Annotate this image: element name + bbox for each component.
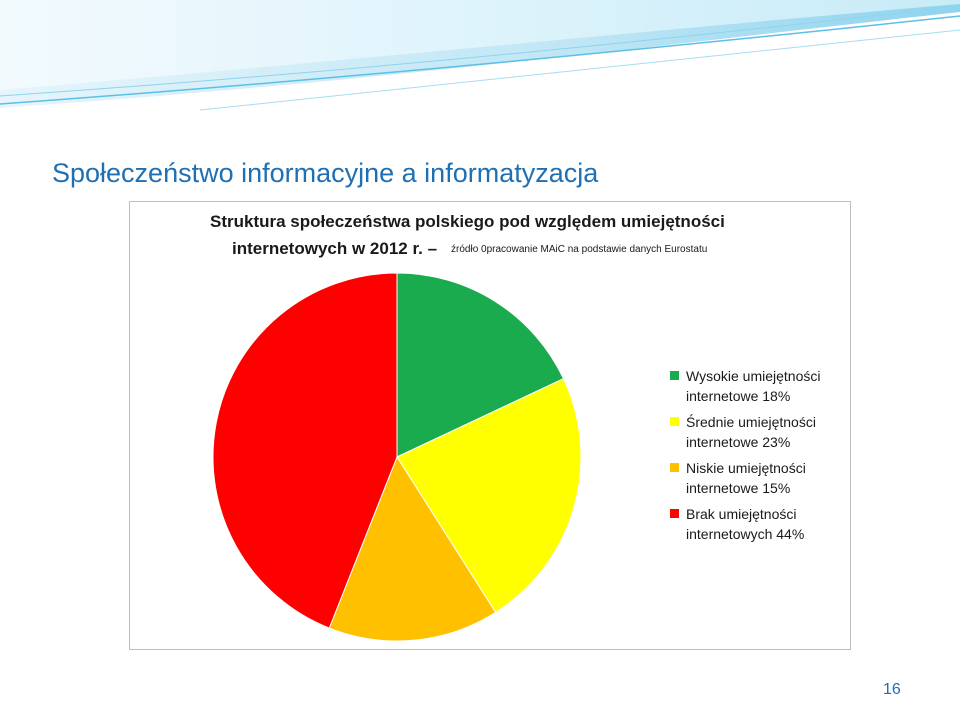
legend-swatch <box>670 463 679 472</box>
pie-slice-4 <box>212 272 398 629</box>
pie-slice-2 <box>396 377 582 614</box>
legend-swatch <box>670 509 679 518</box>
legend-label: Niskie umiejętności internetowe 15% <box>686 460 806 496</box>
chart-legend: Wysokie umiejętności internetowe 18% Śred… <box>670 366 850 550</box>
page-number: 16 <box>883 681 901 698</box>
legend-label: Średnie umiejętności internetowe 23% <box>686 414 816 450</box>
pie-slice-3 <box>328 455 497 642</box>
chart-frame: Struktura społeczeństwa polskiego pod wz… <box>129 201 851 650</box>
pie-chart <box>212 272 582 642</box>
legend-label: Brak umiejętności internetowych 44% <box>686 506 805 542</box>
pie-slice-1 <box>396 272 565 458</box>
legend-swatch <box>670 371 679 380</box>
legend-swatch <box>670 417 679 426</box>
legend-item-4: Brak umiejętności internetowych 44% <box>670 504 850 544</box>
legend-label: Wysokie umiejętności internetowe 18% <box>686 368 821 404</box>
slide-title: Społeczeństwo informacyjne a informatyza… <box>52 158 599 188</box>
legend-item-1: Wysokie umiejętności internetowe 18% <box>670 366 850 406</box>
chart-source-note: źródło 0pracowanie MAiC na podstawie dan… <box>451 244 708 255</box>
legend-item-3: Niskie umiejętności internetowe 15% <box>670 458 850 498</box>
chart-title-line2: internetowych w 2012 r. – źródło 0pracowa… <box>232 239 707 259</box>
legend-item-2: Średnie umiejętności internetowe 23% <box>670 412 850 452</box>
header-banner <box>0 0 960 120</box>
chart-title-line2-text: internetowych w 2012 r. – <box>232 239 438 258</box>
chart-title: Struktura społeczeństwa polskiego pod wz… <box>210 212 725 231</box>
